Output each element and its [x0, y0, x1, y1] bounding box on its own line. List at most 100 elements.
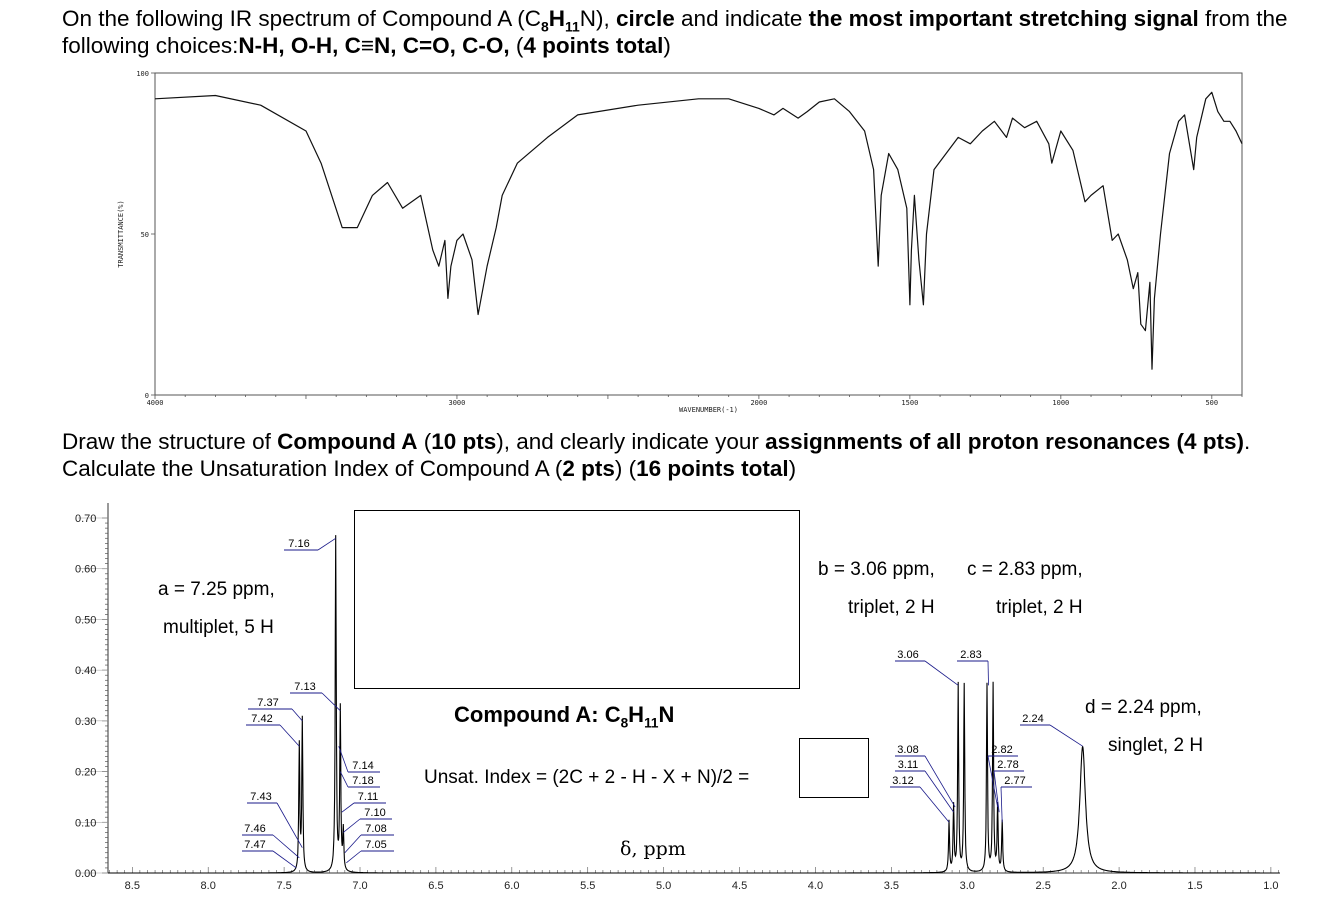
nmr-peak-label: 7.14	[352, 760, 373, 772]
nmr-peak-label: 7.37	[257, 697, 278, 709]
nmr-peak-label: 7.13	[294, 681, 315, 693]
q1-text-2: H	[548, 6, 565, 31]
nmr-peak-label: 2.82	[991, 744, 1012, 756]
nmr-peak-label: 7.05	[365, 839, 386, 851]
annotation-b-mult: triplet, 2 H	[848, 597, 935, 618]
nmr-peak-pointer	[339, 771, 349, 788]
nmr-peak-label: 3.12	[892, 775, 913, 787]
nmr-peak-pointer	[279, 724, 300, 747]
q1-text-7: )	[663, 33, 671, 58]
nmr-peak-pointer	[924, 660, 959, 686]
nmr-y-tick-label: 0.70	[75, 513, 96, 525]
unsat-index-formula: Unsat. Index = (2C + 2 - H - X + N)/2 =	[424, 767, 750, 788]
nmr-x-tick-label: 3.5	[884, 880, 899, 892]
nmr-y-tick-label: 0.20	[75, 767, 96, 779]
nmr-x-axis-label: δ, ppm	[620, 838, 686, 860]
ir-x-tick-label: 500	[1205, 399, 1218, 407]
nmr-peak-pointer	[1000, 786, 1003, 823]
ir-x-tick-label: 1000	[1052, 399, 1069, 407]
nmr-peak-pointer	[338, 746, 349, 773]
nmr-x-tick-label: 4.0	[808, 880, 823, 892]
compound-n: N	[658, 702, 675, 727]
q1-text-6: (	[509, 33, 524, 58]
q2-bold-1: Compound A	[277, 429, 418, 454]
nmr-peak-pointer	[346, 850, 362, 864]
nmr-peak-pointer	[924, 770, 954, 813]
annotation-b-shift: b = 3.06 ppm,	[818, 559, 935, 580]
nmr-x-tick-label: 6.0	[504, 880, 519, 892]
nmr-peak-label: 7.11	[358, 791, 379, 803]
ir-y-tick-label: 0	[145, 392, 149, 400]
nmr-peak-label: 2.24	[1022, 713, 1043, 725]
nmr-x-tick-label: 3.0	[960, 880, 975, 892]
nmr-y-tick-label: 0.30	[75, 716, 96, 728]
nmr-peak-pointer	[272, 850, 297, 869]
nmr-peak-pointer	[993, 770, 1000, 813]
nmr-peak-label: 7.18	[352, 775, 373, 787]
ir-x-axis-label: WAVENUMBER(-1)	[679, 406, 738, 414]
nmr-peak-pointer	[317, 537, 336, 551]
ir-y-axis-label: TRANSMITTANCE(%)	[117, 200, 125, 267]
nmr-x-tick-label: 5.5	[580, 880, 595, 892]
nmr-y-tick-label: 0.00	[75, 868, 96, 880]
nmr-peak-label: 3.08	[897, 744, 918, 756]
question-2-text: Draw the structure of Compound A (10 pts…	[62, 428, 1332, 482]
nmr-x-tick-label: 5.0	[656, 880, 671, 892]
q2-text-2: (	[417, 429, 432, 454]
nmr-x-tick-label: 7.5	[276, 880, 291, 892]
nmr-peak-label: 3.06	[897, 649, 918, 661]
q1-text-1: On the following IR spectrum of Compound…	[62, 6, 541, 31]
nmr-x-tick-label: 7.0	[352, 880, 367, 892]
q2-bold-5: 16 points total	[636, 456, 789, 481]
nmr-peak-label: 7.43	[250, 791, 271, 803]
nmr-x-tick-label: 4.5	[732, 880, 747, 892]
nmr-peak-pointer	[1049, 724, 1083, 747]
annotation-c-mult: triplet, 2 H	[996, 597, 1083, 618]
q2-text-6: )	[788, 456, 797, 481]
q2-text-5: ) (	[614, 456, 637, 481]
nmr-peak-label: 2.77	[1004, 775, 1025, 787]
q2-bold-4: 2 pts	[562, 456, 615, 481]
nmr-x-tick-label: 8.5	[125, 880, 140, 892]
q2-text-1: Draw the structure of	[62, 429, 278, 454]
ir-y-tick-label: 100	[136, 70, 149, 78]
nmr-peak-label: 3.11	[898, 759, 919, 771]
q2-text-4: . Calculate the Unsaturation Index of Co…	[62, 429, 1251, 481]
nmr-peak-label: 7.10	[364, 807, 385, 819]
compound-label-text: Compound A: C	[454, 702, 621, 727]
nmr-peak-pointer	[276, 802, 303, 848]
annotation-d-mult: singlet, 2 H	[1108, 735, 1204, 756]
compound-label: Compound A: C8H11N	[454, 702, 675, 731]
unsat-answer-box[interactable]	[799, 738, 869, 798]
nmr-peak-pointer	[987, 660, 989, 686]
ir-x-tick-label: 2000	[750, 399, 767, 407]
annotation-a-shift: a = 7.25 ppm,	[158, 579, 275, 600]
nmr-peak-label: 2.83	[960, 649, 981, 661]
nmr-y-tick-label: 0.50	[75, 614, 96, 626]
compound-sub-h: 11	[644, 715, 659, 731]
question-1-text: On the following IR spectrum of Compound…	[62, 5, 1332, 59]
ir-frame	[154, 72, 1243, 396]
nmr-x-tick-label: 1.5	[1187, 880, 1202, 892]
nmr-peak-pointer	[924, 755, 956, 808]
nmr-peak-label: 7.08	[365, 823, 386, 835]
nmr-peak-pointer	[919, 786, 950, 823]
annotation-a-mult: multiplet, 5 H	[163, 617, 274, 638]
nmr-peak-label: 7.16	[288, 538, 309, 550]
nmr-peak-pointer	[291, 708, 303, 722]
q1-bold-2: the most important stretching signal	[808, 6, 1199, 31]
ir-x-tick-label: 1500	[901, 399, 918, 407]
nmr-peak-pointer	[321, 692, 341, 712]
nmr-peak-pointer	[272, 834, 300, 859]
q1-text-4: and indicate	[674, 6, 809, 31]
nmr-peak-pointer	[341, 802, 355, 813]
nmr-peak-label: 7.42	[251, 713, 272, 725]
q2-bold-3: assignments of all proton resonances (4 …	[765, 429, 1245, 454]
compound-h: H	[628, 702, 645, 727]
structure-answer-box[interactable]	[354, 510, 800, 689]
nmr-peak-pointer	[343, 818, 361, 833]
ir-x-tick-label: 4000	[147, 399, 164, 407]
nmr-x-tick-label: 8.0	[201, 880, 216, 892]
q1-sub-1: 8	[540, 18, 549, 35]
nmr-x-tick-label: 2.5	[1036, 880, 1051, 892]
